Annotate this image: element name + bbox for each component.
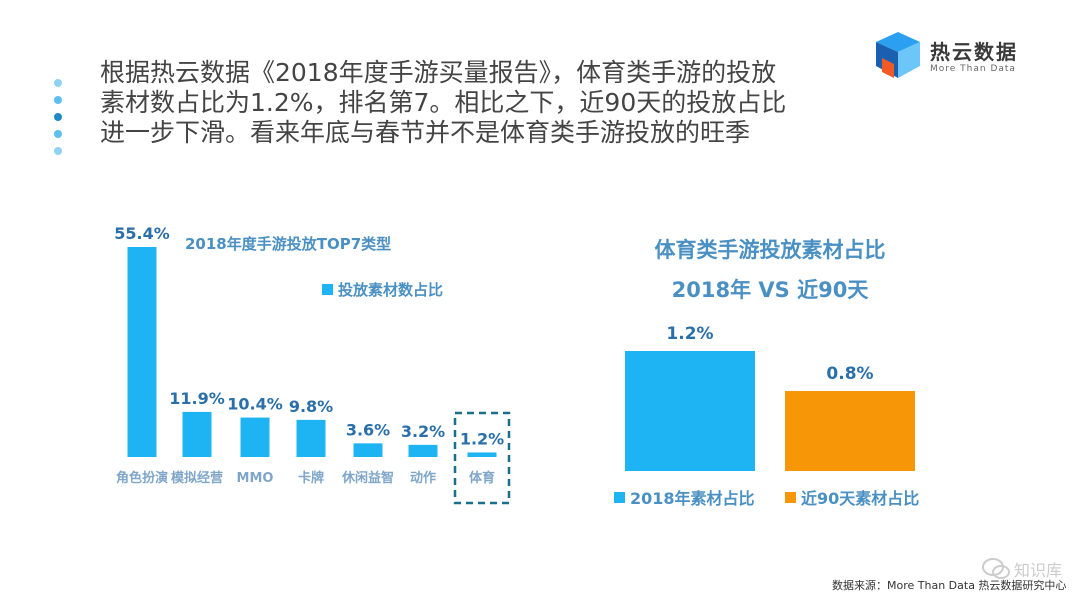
- corner-watermark: 知识库: [980, 553, 1070, 593]
- sports-comparison-bar-chart: 体育类手游投放素材占比 2018年 VS 近90天 1.2% 0.8% 2018年…: [614, 238, 919, 508]
- bar: [785, 391, 915, 471]
- bar: [296, 419, 326, 457]
- category-label: 角色扮演: [116, 470, 168, 486]
- value-label: 9.8%: [289, 397, 333, 416]
- value-label: 3.2%: [401, 422, 445, 441]
- value-label: 11.9%: [169, 389, 225, 408]
- cube-logo-icon: [876, 32, 920, 78]
- bullet-dot: [54, 96, 62, 104]
- logo-chinese-name: 热云数据: [930, 40, 1018, 64]
- legend-label: 近90天素材占比: [801, 489, 919, 508]
- logo-english-tagline: More Than Data: [930, 64, 1016, 74]
- legend-swatch: [322, 284, 333, 295]
- bullet-dot: [54, 79, 62, 87]
- headline-text: 根据热云数据《2018年度手游买量报告》，体育类手游的投放素材数占比为1.2%，…: [100, 58, 787, 147]
- category-label: 动作: [410, 470, 436, 486]
- category-label: 体育: [469, 470, 495, 486]
- watermark-text: 知识库: [1014, 561, 1063, 580]
- value-label: 55.4%: [114, 224, 170, 243]
- category-label: MMO: [237, 471, 274, 486]
- highlight-box: [453, 411, 511, 505]
- source-note: 数据来源：More Than Data 热云数据研究中心: [832, 579, 1067, 592]
- bullet-dot: [54, 147, 62, 155]
- value-label: 1.2%: [666, 324, 713, 344]
- bar: [182, 411, 212, 457]
- category-label: 卡牌: [298, 470, 324, 486]
- legend-label: 2018年素材占比: [630, 489, 755, 508]
- value-label: 10.4%: [227, 395, 283, 414]
- category-label: 休闲益智: [341, 470, 394, 486]
- top7-genre-bar-chart: 2018年度手游投放TOP7类型 投放素材数占比 55.4% 11.9% 10.4%…: [114, 224, 511, 505]
- bar: [240, 417, 270, 457]
- chart-title: 体育类手游投放素材占比: [655, 238, 886, 262]
- brand-logo: 热云数据 More Than Data: [868, 28, 1048, 84]
- wechat-icon: [982, 558, 1010, 579]
- bullet-dot: [54, 130, 62, 138]
- value-label: 0.8%: [826, 364, 873, 384]
- bar: [467, 452, 497, 457]
- bar: [353, 443, 383, 457]
- value-label: 3.6%: [346, 420, 390, 439]
- chart-subtitle: 2018年 VS 近90天: [672, 278, 870, 302]
- bar: [408, 444, 438, 457]
- chart-title: 2018年度手游投放TOP7类型: [185, 235, 391, 253]
- bar: [625, 351, 755, 471]
- legend-swatch: [614, 492, 625, 503]
- legend-swatch: [785, 492, 796, 503]
- bullet-dot: [54, 113, 62, 121]
- bar: [127, 247, 157, 457]
- category-label: 模拟经营: [171, 470, 223, 486]
- value-label: 1.2%: [460, 429, 504, 448]
- legend-label: 投放素材数占比: [338, 281, 443, 299]
